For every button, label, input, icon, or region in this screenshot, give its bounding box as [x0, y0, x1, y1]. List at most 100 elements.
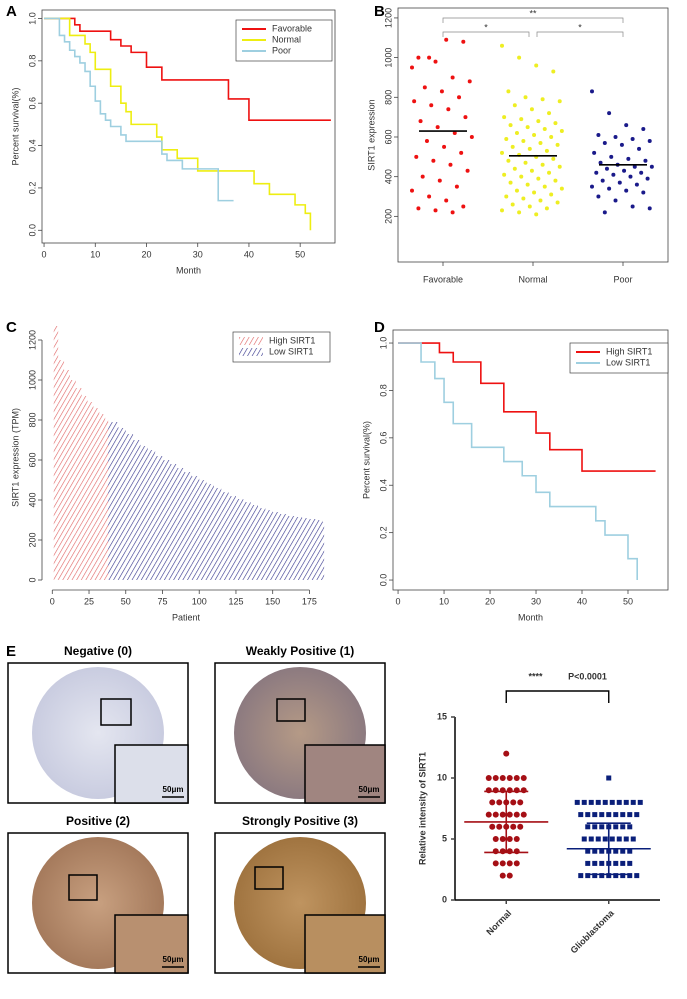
- point: [557, 99, 562, 104]
- bar: [177, 468, 185, 580]
- bar: [125, 434, 134, 580]
- point: [532, 133, 537, 137]
- point: [521, 196, 526, 201]
- point: [448, 162, 453, 167]
- legend-label: Favorable: [272, 23, 312, 33]
- point: [527, 204, 532, 209]
- point: [506, 787, 513, 794]
- point: [485, 811, 492, 818]
- bar: [75, 388, 82, 580]
- significance-bracket: [442, 17, 624, 23]
- point: [504, 136, 509, 141]
- point: [427, 194, 432, 199]
- point: [508, 180, 513, 185]
- point: [506, 775, 513, 781]
- point: [585, 824, 591, 830]
- point: [613, 812, 619, 818]
- point: [645, 176, 650, 181]
- significance-bracket: [536, 31, 624, 37]
- point: [624, 123, 629, 128]
- point: [542, 127, 547, 132]
- point: [581, 799, 587, 805]
- bar: [155, 456, 163, 580]
- point: [592, 873, 598, 879]
- point: [620, 873, 626, 879]
- point: [606, 812, 612, 818]
- point: [613, 198, 618, 203]
- significance-label: **: [529, 8, 537, 18]
- point: [536, 119, 541, 124]
- bar: [265, 510, 273, 580]
- point: [489, 799, 496, 806]
- bar: [316, 520, 323, 580]
- x-tick-label: 20: [485, 596, 495, 606]
- point: [602, 210, 607, 215]
- y-tick-label: 800: [383, 90, 393, 105]
- point: [623, 836, 629, 842]
- y-tick-label: 0.4: [27, 139, 37, 152]
- y-axis-label: Percent survival(%): [10, 87, 20, 165]
- y-axis-label: SIRT1 expression (TPM): [10, 408, 20, 507]
- survival-line: [44, 17, 312, 231]
- point: [517, 55, 522, 60]
- point: [538, 140, 543, 145]
- point: [452, 131, 457, 136]
- point: [506, 860, 513, 867]
- point: [637, 146, 642, 151]
- y-tick-label: 600: [27, 452, 37, 467]
- bar: [243, 502, 251, 580]
- y-tick-label: 1200: [383, 8, 393, 28]
- point: [499, 811, 506, 818]
- bar: [93, 408, 100, 580]
- point: [410, 65, 414, 70]
- y-tick-label: 800: [27, 412, 37, 427]
- point: [489, 823, 496, 830]
- point: [553, 178, 558, 183]
- point: [510, 799, 517, 806]
- y-tick-label: 1.0: [27, 12, 37, 25]
- point: [613, 824, 619, 830]
- y-tick-label: 1000: [383, 48, 393, 68]
- x-tick-label: Poor: [613, 274, 632, 284]
- x-tick-label: 175: [302, 596, 317, 606]
- point: [616, 836, 622, 842]
- point: [547, 111, 552, 116]
- point: [590, 89, 594, 94]
- bar: [309, 519, 317, 580]
- bar: [162, 460, 170, 580]
- point: [506, 811, 513, 818]
- point: [492, 848, 499, 855]
- point: [492, 787, 499, 794]
- bar: [105, 420, 109, 580]
- y-tick-label: 1200: [27, 330, 37, 350]
- y-tick-label: 5: [442, 833, 447, 843]
- point: [613, 860, 619, 866]
- point: [599, 860, 605, 866]
- point: [585, 812, 591, 818]
- x-tick-label: 30: [193, 249, 203, 259]
- point: [418, 119, 423, 124]
- point: [639, 170, 644, 175]
- point: [632, 164, 637, 169]
- point: [508, 123, 513, 128]
- legend-label: High SIRT1: [606, 346, 652, 356]
- point: [513, 848, 520, 855]
- point: [414, 154, 419, 159]
- point: [624, 188, 629, 193]
- point: [519, 174, 524, 179]
- bar: [294, 517, 303, 580]
- scale-label: 50μm: [359, 955, 380, 964]
- point: [551, 156, 556, 161]
- bar: [53, 326, 59, 580]
- ihc-image: Positive (2) 50μm: [7, 814, 189, 974]
- significance-bracket: [505, 690, 610, 703]
- bar: [64, 370, 70, 580]
- x-tick-label: 75: [157, 596, 167, 606]
- point: [620, 860, 626, 866]
- point: [619, 142, 624, 147]
- point: [547, 170, 552, 175]
- bar: [221, 492, 229, 580]
- point: [503, 750, 510, 757]
- legend-label: Poor: [272, 45, 291, 55]
- bar: [322, 522, 325, 580]
